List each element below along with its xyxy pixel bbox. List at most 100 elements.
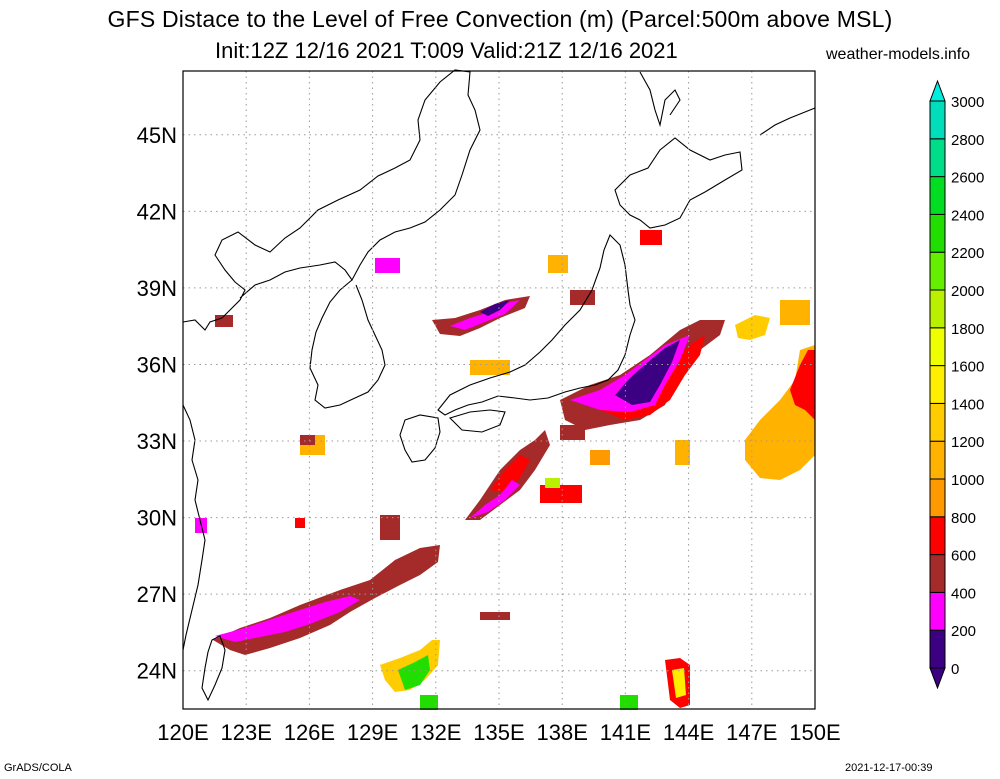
colorbar-label: 2200 [951, 245, 984, 262]
colorbar-label: 3000 [951, 94, 984, 111]
lat-label: 33N [137, 429, 177, 454]
coast-kuril [759, 107, 816, 136]
colorbar-swatch [929, 251, 946, 291]
lat-axis-labels: 24N 27N 30N 33N 36N 39N 42N 45N [137, 123, 177, 684]
colorbar-swatch [929, 478, 946, 518]
colorbar-arrow-bottom [929, 667, 946, 690]
colorbar-label: 1600 [951, 359, 984, 376]
colorbar-arrow-top [929, 79, 946, 102]
map-title: GFS Distace to the Level of Free Convect… [107, 6, 893, 32]
field-patch [675, 440, 690, 465]
field-patch [480, 612, 510, 620]
coast-korea [309, 279, 386, 409]
coast-shikoku [448, 409, 506, 433]
colorbar-label: 2400 [951, 207, 984, 224]
colorbar-swatch [929, 591, 946, 631]
colorbar-label: 800 [951, 510, 976, 527]
colorbar-swatch [929, 516, 946, 556]
colorbar-label: 2800 [951, 132, 984, 149]
colorbar-label: 1400 [951, 396, 984, 413]
coast-sakhalin [639, 71, 681, 128]
field-patch [640, 230, 662, 245]
map-subtitle: Init:12Z 12/16 2021 T:009 Valid:21Z 12/1… [215, 38, 678, 63]
footer-software: GrADS/COLA [4, 762, 72, 774]
lat-label: 27N [137, 582, 177, 607]
colorbar-label: 400 [951, 585, 976, 602]
map-frame [182, 70, 816, 710]
field-band-south-japan-red [490, 455, 530, 492]
field-band-sw-magenta [215, 596, 360, 642]
lon-label: 138E [537, 720, 588, 745]
field-patch [470, 360, 510, 375]
coastlines [182, 69, 816, 702]
coast-mainland [182, 69, 481, 331]
lon-label: 147E [726, 720, 777, 745]
colorbar-label: 0 [951, 661, 959, 678]
colorbar-label: 200 [951, 623, 976, 640]
colorbar-swatch [929, 440, 946, 480]
field-patch [620, 695, 638, 710]
field-patch [420, 695, 438, 710]
footer-timestamp: 2021-12-17-00:39 [845, 762, 933, 774]
colorbar-swatch [929, 289, 946, 329]
field-band-south-japan-magenta [470, 480, 520, 518]
field-east-red [790, 350, 815, 420]
lat-label: 45N [137, 123, 177, 148]
colorbar-swatch [929, 402, 946, 442]
lat-label: 24N [137, 659, 177, 684]
colorbar-label: 2600 [951, 170, 984, 187]
colorbar-swatch [929, 629, 946, 669]
lon-label: 132E [410, 720, 461, 745]
field-south-green-core [398, 655, 430, 690]
lat-label: 36N [137, 352, 177, 377]
coast-china-south [182, 404, 206, 651]
colorbar-swatch [929, 327, 946, 367]
colorbar-label: 1200 [951, 434, 984, 451]
colorbar-swatch [929, 176, 946, 215]
field-japan-sea-purple [480, 300, 510, 316]
lon-label: 141E [600, 720, 651, 745]
colorbar-label: 1800 [951, 321, 984, 338]
field-patch [548, 255, 568, 273]
field-patch [300, 435, 315, 445]
lfc-field-patches [195, 230, 815, 710]
colorbar-swatch [929, 554, 946, 593]
colorbar-label: 600 [951, 548, 976, 565]
colorbar-swatch [929, 213, 946, 253]
field-patch [375, 258, 400, 273]
lon-label: 123E [221, 720, 272, 745]
lon-label: 150E [789, 720, 840, 745]
site-label: weather-models.info [826, 46, 971, 63]
field-patch [545, 478, 560, 488]
field-patch [590, 450, 610, 465]
lon-label: 144E [663, 720, 714, 745]
colorbar-swatch [929, 100, 946, 140]
lon-label: 120E [157, 720, 208, 745]
field-east-honshu-purple [615, 340, 680, 405]
field-south-yellow-east-inner [672, 668, 686, 698]
colorbar-swatch [929, 365, 946, 404]
coast-taiwan [201, 635, 226, 702]
lon-label: 126E [284, 720, 335, 745]
coast-honshu [437, 234, 636, 416]
field-east-yellow [735, 315, 770, 340]
field-patch [780, 300, 810, 325]
lon-axis-labels: 120E 123E 126E 129E 132E 135E 138E 141E 144E 147E… [157, 720, 840, 745]
field-patch [380, 515, 400, 540]
lon-label: 129E [347, 720, 398, 745]
lat-label: 42N [137, 199, 177, 224]
lat-label: 30N [137, 506, 177, 531]
lat-label: 39N [137, 276, 177, 301]
lat-lon-grid [183, 71, 815, 709]
coast-kyushu [399, 414, 441, 463]
colorbar-label: 2000 [951, 283, 984, 300]
field-patch [215, 315, 233, 327]
colorbar-swatch [929, 138, 946, 178]
field-patch [540, 485, 582, 503]
colorbar-label: 1000 [951, 472, 984, 489]
field-patch [570, 290, 595, 305]
colorbar: 0 200 400 600 800 1000 1200 1400 1600 1800 2000 220… [929, 79, 984, 690]
coast-hokkaido [614, 137, 743, 229]
field-patch [560, 425, 585, 440]
